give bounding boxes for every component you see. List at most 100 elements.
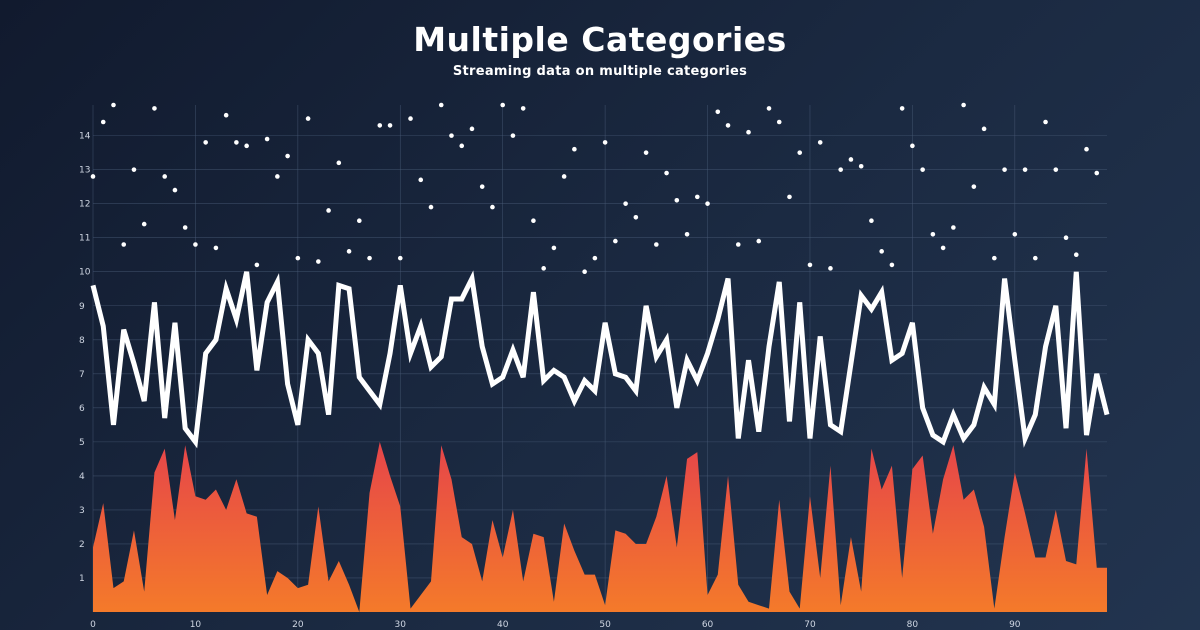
x-tick-label: 10 xyxy=(190,620,202,630)
scatter-point xyxy=(346,249,352,254)
scatter-point xyxy=(111,102,116,108)
scatter-point xyxy=(817,140,823,145)
scatter-point xyxy=(172,187,178,193)
scatter-point xyxy=(500,102,506,108)
scatter-point xyxy=(981,126,987,132)
scatter-point xyxy=(1094,170,1100,176)
scatter-point xyxy=(807,262,813,268)
x-tick-label: 20 xyxy=(292,620,304,630)
scatter-point xyxy=(1022,167,1028,172)
y-tick-label: 12 xyxy=(79,200,90,210)
scatter-point xyxy=(623,201,628,206)
scatter-point xyxy=(940,245,946,251)
scatter-point xyxy=(828,266,833,271)
scatter-point xyxy=(572,146,577,152)
scatter-point xyxy=(715,109,721,115)
scatter-point xyxy=(295,255,301,261)
x-tick-label: 50 xyxy=(599,620,611,630)
scatter-point xyxy=(787,194,792,200)
x-tick-label: 60 xyxy=(702,620,714,630)
scatter-point xyxy=(449,133,454,138)
scatter-point xyxy=(326,208,331,213)
grid xyxy=(92,105,1107,612)
scatter-point xyxy=(951,225,956,230)
scatter-point xyxy=(213,245,219,251)
scatter-point xyxy=(223,112,229,118)
scatter-point xyxy=(285,153,290,159)
scatter-point xyxy=(254,262,260,268)
scatter-point xyxy=(725,123,731,128)
scatter-point xyxy=(1033,255,1038,261)
scatter-point xyxy=(705,201,710,206)
scatter-point xyxy=(910,143,915,149)
scatter-point xyxy=(1063,235,1069,240)
scatter-point xyxy=(643,150,649,155)
scatter-point xyxy=(275,174,280,179)
scatter-point xyxy=(602,140,608,145)
y-tick-label: 14 xyxy=(79,132,91,142)
x-tick-label: 90 xyxy=(1009,620,1021,630)
scatter-point xyxy=(838,167,843,172)
scatter-point xyxy=(961,102,966,108)
y-tick-label: 11 xyxy=(79,234,90,244)
scatter-point xyxy=(531,218,536,223)
scatter-point xyxy=(869,218,874,223)
scatter-point xyxy=(1002,167,1007,172)
scatter-point xyxy=(695,194,700,200)
scatter-point xyxy=(992,255,997,261)
chart-title: Multiple Categories xyxy=(413,20,787,59)
scatter-point xyxy=(469,126,475,132)
scatter-point xyxy=(264,136,270,142)
scatter-point xyxy=(520,106,526,111)
scatter-point xyxy=(766,106,772,111)
area-series xyxy=(93,441,1107,612)
scatter-point xyxy=(1053,167,1059,172)
y-tick-label: 9 xyxy=(79,302,85,312)
scatter-point xyxy=(879,249,884,254)
scatter-point xyxy=(746,129,751,135)
y-tick-label: 8 xyxy=(79,336,85,346)
y-tick-label: 2 xyxy=(79,540,85,550)
scatter-point xyxy=(1043,119,1048,125)
scatter-point xyxy=(664,170,669,176)
scatter-point xyxy=(162,174,167,179)
scatter-point xyxy=(756,238,762,244)
y-tick-label: 6 xyxy=(79,404,85,414)
x-tick-label: 70 xyxy=(804,620,816,630)
scatter-point xyxy=(418,177,424,183)
scatter-point xyxy=(193,242,198,247)
scatter-point xyxy=(408,116,413,121)
y-tick-label: 10 xyxy=(79,268,91,278)
scatter-series xyxy=(90,102,1100,275)
x-tick-label: 80 xyxy=(907,620,919,630)
scatter-point xyxy=(654,242,659,247)
x-tick-label: 30 xyxy=(395,620,407,630)
scatter-point xyxy=(592,255,598,261)
scatter-point xyxy=(684,232,690,237)
y-tick-label: 7 xyxy=(79,370,85,380)
scatter-point xyxy=(357,218,362,223)
scatter-point xyxy=(510,133,516,138)
scatter-point xyxy=(305,116,311,121)
line-series xyxy=(90,270,1110,449)
scatter-point xyxy=(899,106,905,111)
scatter-point xyxy=(551,245,557,251)
scatter-point xyxy=(633,214,639,220)
scatter-point xyxy=(203,140,208,145)
y-tick-label: 3 xyxy=(79,506,85,516)
y-tick-label: 4 xyxy=(79,472,85,482)
scatter-point xyxy=(479,184,485,189)
scatter-point xyxy=(234,140,239,145)
scatter-point xyxy=(776,119,782,125)
y-tick-label: 1 xyxy=(79,574,85,584)
scatter-point xyxy=(797,150,803,155)
scatter-point xyxy=(428,204,434,210)
scatter-point xyxy=(387,123,393,128)
scatter-point xyxy=(971,184,977,189)
scatter-point xyxy=(848,157,854,162)
scatter-point xyxy=(561,174,567,179)
scatter-point xyxy=(889,262,895,268)
scatter-point xyxy=(490,204,495,210)
scatter-point xyxy=(1084,146,1089,152)
